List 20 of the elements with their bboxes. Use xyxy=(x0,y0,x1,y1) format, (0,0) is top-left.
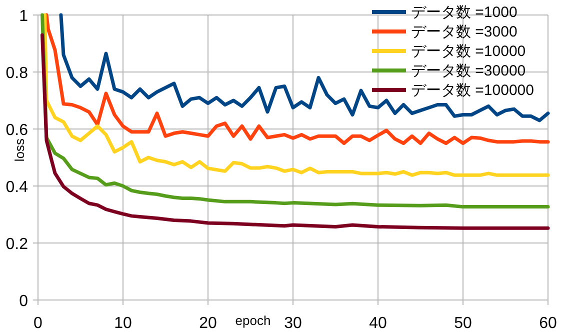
x-tick-label: 30 xyxy=(284,315,302,332)
x-tick-label: 50 xyxy=(454,315,472,332)
y-tick-label: 0.2 xyxy=(6,236,28,253)
legend-label: データ数 =3000 xyxy=(411,24,518,40)
x-tick-label: 20 xyxy=(199,315,217,332)
legend-label: データ数 =100000 xyxy=(411,82,534,99)
y-axis-title: loss xyxy=(12,138,27,162)
y-tick-label: 0.6 xyxy=(6,122,28,139)
x-tick-label: 0 xyxy=(34,315,43,332)
legend-label: データ数 =1000 xyxy=(411,4,518,21)
legend-label: データ数 =10000 xyxy=(411,43,526,60)
y-tick-label: 1 xyxy=(19,8,28,25)
y-tick-label: 0.4 xyxy=(6,179,28,196)
x-axis-title: epoch xyxy=(235,313,271,328)
y-tick-label: 0 xyxy=(19,293,28,310)
x-tick-label: 40 xyxy=(369,315,387,332)
y-tick-label: 0.8 xyxy=(6,65,28,82)
legend-label: データ数 =30000 xyxy=(411,62,526,80)
x-tick-label: 10 xyxy=(114,315,132,332)
x-tick-label: 60 xyxy=(539,315,557,332)
